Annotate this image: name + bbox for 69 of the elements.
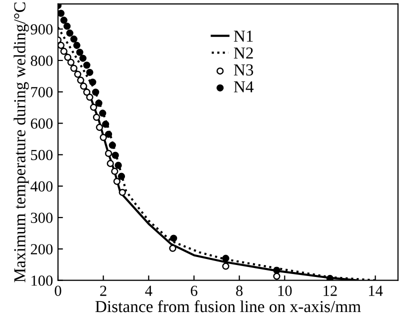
point — [58, 42, 65, 49]
point — [113, 178, 121, 185]
x-tick-label: 4 — [145, 286, 152, 296]
point — [60, 48, 68, 55]
x-tick-label: 8 — [236, 286, 243, 296]
point — [99, 110, 106, 117]
point — [83, 62, 90, 69]
point — [222, 262, 230, 270]
y-tick-label: 300 — [30, 212, 53, 223]
y-tick-label: 500 — [31, 150, 53, 160]
point — [58, 10, 65, 17]
point — [76, 48, 84, 56]
point — [95, 100, 102, 107]
point — [108, 142, 116, 149]
point — [169, 244, 176, 252]
point — [74, 70, 82, 78]
point — [66, 30, 74, 37]
point — [114, 162, 122, 169]
point — [111, 168, 118, 175]
point — [222, 254, 230, 262]
point — [106, 160, 114, 168]
point — [64, 54, 72, 61]
x-tick-label: 12 — [324, 286, 337, 296]
point — [70, 64, 78, 72]
point — [63, 22, 71, 30]
point — [112, 152, 119, 159]
point — [102, 120, 110, 128]
point — [118, 188, 126, 196]
point — [77, 76, 84, 84]
point — [90, 104, 98, 111]
y-tick-label: 600 — [30, 118, 53, 129]
point — [67, 58, 74, 66]
point — [83, 88, 90, 96]
x-axis-title: Distance from fusion line on x-axis/mm — [95, 300, 361, 312]
point — [70, 36, 78, 43]
point — [60, 16, 68, 24]
y-tick-label: 900 — [30, 24, 53, 34]
legend-label: N3 — [234, 64, 254, 76]
point — [104, 130, 112, 138]
y-tick-label: 100 — [32, 276, 53, 286]
legend-label: N2 — [234, 47, 253, 59]
x-tick-label: 10 — [278, 286, 292, 296]
point — [92, 88, 100, 96]
point — [92, 114, 100, 121]
y-axis-title: Maximum temperature during welding/°C — [14, 2, 29, 282]
x-tick-label: 0 — [54, 286, 62, 296]
legend-label: N1 — [234, 30, 253, 42]
x-tick-label: 6 — [190, 286, 198, 296]
point — [118, 172, 126, 180]
point — [86, 68, 94, 76]
y-tick-label: 800 — [30, 56, 53, 66]
point — [96, 124, 104, 131]
point — [73, 42, 80, 49]
point — [86, 94, 94, 101]
x-tick-label: 2 — [100, 286, 106, 296]
y-tick-label: 700 — [31, 87, 53, 98]
point — [273, 266, 280, 274]
point — [100, 134, 107, 141]
point — [79, 54, 87, 62]
legend-label: N4 — [234, 81, 254, 92]
point — [80, 82, 88, 90]
y-tick-label: 400 — [30, 181, 53, 192]
y-tick-label: 200 — [30, 244, 53, 254]
point — [104, 150, 112, 158]
point — [273, 272, 280, 280]
x-tick-label: 14 — [369, 286, 383, 296]
point — [170, 234, 178, 242]
point — [326, 274, 334, 280]
point — [89, 78, 96, 86]
